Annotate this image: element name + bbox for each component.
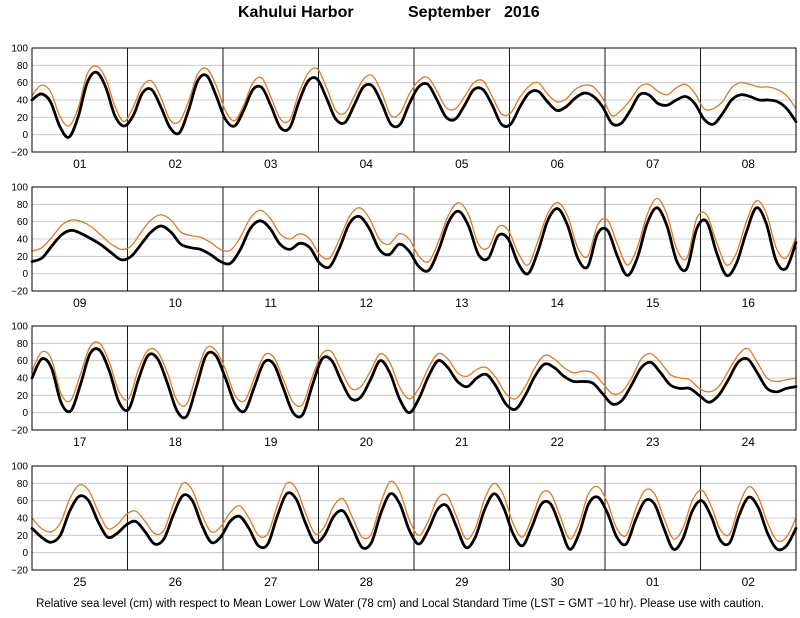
day-label: 27 bbox=[264, 575, 278, 589]
y-tick-label: −20 bbox=[11, 426, 28, 437]
day-label: 16 bbox=[742, 296, 756, 310]
day-label: 02 bbox=[169, 157, 183, 171]
month-year: September 2016 bbox=[408, 4, 540, 21]
y-tick-label: 100 bbox=[11, 44, 28, 55]
day-label: 20 bbox=[360, 435, 374, 449]
y-tick-label: 40 bbox=[17, 374, 29, 385]
day-label: 21 bbox=[455, 435, 469, 449]
predicted-tide-line bbox=[31, 197, 797, 266]
day-label: 29 bbox=[455, 575, 469, 589]
predicted-tide-line bbox=[31, 341, 797, 408]
y-tick-label: 60 bbox=[17, 496, 29, 507]
day-label: 11 bbox=[265, 296, 278, 310]
day-label: 26 bbox=[169, 575, 183, 589]
panel-frame bbox=[31, 186, 797, 292]
predicted-tide-line bbox=[31, 480, 797, 543]
y-tick-label: 20 bbox=[17, 113, 29, 124]
y-tick-label: 80 bbox=[17, 479, 29, 490]
y-tick-label: 80 bbox=[17, 339, 29, 350]
predicted-tide-line bbox=[31, 65, 797, 127]
y-tick-label: 0 bbox=[22, 408, 28, 419]
day-label: 09 bbox=[73, 296, 87, 310]
y-tick-label: 40 bbox=[17, 235, 29, 246]
day-label: 28 bbox=[360, 575, 374, 589]
panel-frame bbox=[31, 325, 797, 431]
y-tick-label: 0 bbox=[22, 548, 28, 559]
y-tick-label: 60 bbox=[17, 78, 29, 89]
day-label: 17 bbox=[73, 435, 87, 449]
y-tick-label: 100 bbox=[11, 462, 28, 473]
y-tick-label: −20 bbox=[11, 566, 28, 577]
caption: Relative sea level (cm) with respect to … bbox=[36, 598, 764, 610]
y-tick-label: 20 bbox=[17, 391, 29, 402]
day-label: 14 bbox=[551, 296, 565, 310]
day-label: 01 bbox=[73, 157, 87, 171]
day-label: 13 bbox=[455, 296, 469, 310]
panel-frame bbox=[31, 47, 797, 153]
day-label: 30 bbox=[551, 575, 565, 589]
day-label: 05 bbox=[455, 157, 469, 171]
panel-frame bbox=[31, 465, 797, 571]
day-label: 04 bbox=[360, 157, 374, 171]
y-tick-label: 60 bbox=[17, 356, 29, 367]
day-label: 25 bbox=[73, 575, 87, 589]
day-label: 19 bbox=[264, 435, 278, 449]
y-tick-label: 40 bbox=[17, 514, 29, 525]
observed-sea-level-line bbox=[30, 206, 798, 278]
day-label: 22 bbox=[551, 435, 565, 449]
day-label: 02 bbox=[742, 575, 756, 589]
y-tick-label: 80 bbox=[17, 200, 29, 211]
observed-sea-level-line bbox=[30, 70, 798, 139]
day-label: 18 bbox=[169, 435, 183, 449]
y-tick-label: 20 bbox=[17, 531, 29, 542]
y-tick-label: 0 bbox=[22, 130, 28, 141]
y-tick-label: 100 bbox=[11, 183, 28, 194]
y-tick-label: 80 bbox=[17, 61, 29, 72]
y-tick-label: 40 bbox=[17, 96, 29, 107]
observed-sea-level-line bbox=[30, 347, 798, 420]
day-label: 12 bbox=[360, 296, 374, 310]
day-label: 06 bbox=[551, 157, 565, 171]
day-label: 08 bbox=[742, 157, 756, 171]
y-tick-label: −20 bbox=[11, 148, 28, 159]
y-tick-label: −20 bbox=[11, 287, 28, 298]
day-label: 07 bbox=[646, 157, 660, 171]
day-label: 23 bbox=[646, 435, 660, 449]
chart-title: Kahului Harbor September 2016 bbox=[0, 4, 800, 28]
y-tick-label: 20 bbox=[17, 252, 29, 263]
observed-sea-level-line bbox=[30, 491, 798, 552]
y-tick-label: 60 bbox=[17, 217, 29, 228]
day-label: 03 bbox=[264, 157, 278, 171]
day-label: 24 bbox=[742, 435, 756, 449]
station-name: Kahului Harbor bbox=[238, 4, 354, 21]
y-tick-label: 0 bbox=[22, 269, 28, 280]
day-label: 10 bbox=[169, 296, 183, 310]
day-label: 15 bbox=[646, 296, 660, 310]
day-label: 01 bbox=[646, 575, 660, 589]
y-tick-label: 100 bbox=[11, 322, 28, 333]
